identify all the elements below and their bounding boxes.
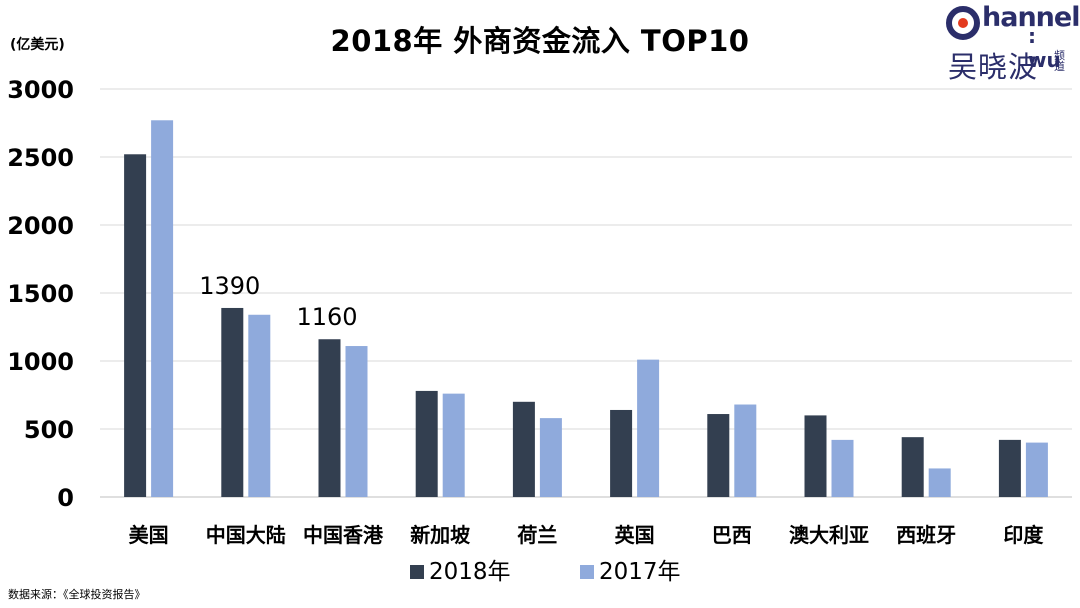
source-note: 数据来源：《全球投资报告》 bbox=[8, 588, 146, 601]
x-tick-label: 荷兰 bbox=[517, 523, 557, 547]
x-tick-label: 美国 bbox=[129, 523, 169, 547]
chart-title: 2018年 外商资金流入 TOP10 bbox=[330, 24, 750, 58]
y-tick-label: 1000 bbox=[7, 348, 74, 376]
legend-swatch bbox=[580, 565, 594, 579]
x-tick-label: 巴西 bbox=[712, 523, 752, 547]
bar bbox=[928, 468, 951, 497]
bar bbox=[415, 390, 438, 497]
logo-chinese-small: 频道 bbox=[1054, 49, 1065, 73]
legend-swatch bbox=[410, 565, 424, 579]
logo-chinese: 吴晓波 bbox=[948, 50, 1039, 84]
bar bbox=[248, 314, 271, 497]
bar bbox=[442, 393, 465, 497]
bar bbox=[124, 154, 147, 497]
legend-label: 2017年 bbox=[599, 559, 681, 585]
bar bbox=[831, 439, 854, 497]
bar bbox=[318, 339, 341, 497]
y-tick-label: 2500 bbox=[7, 144, 74, 172]
bar bbox=[512, 401, 535, 497]
unit-label: (亿美元) bbox=[10, 37, 65, 53]
bar bbox=[610, 409, 633, 497]
x-tick-label: 中国香港 bbox=[303, 523, 384, 547]
data-label: 1160 bbox=[296, 303, 357, 331]
y-tick-label: 3000 bbox=[7, 76, 74, 104]
logo-latin-bottom: : wu bbox=[1028, 24, 1061, 72]
logo-ring-icon bbox=[946, 6, 980, 40]
bar bbox=[901, 437, 924, 497]
y-tick-label: 2000 bbox=[7, 212, 74, 240]
channel-wu-logo: hannel : wu 吴晓波 频道 bbox=[942, 2, 1080, 84]
bar bbox=[151, 120, 174, 497]
x-tick-label: 澳大利亚 bbox=[789, 523, 869, 547]
bar bbox=[539, 418, 562, 497]
bar bbox=[707, 414, 730, 497]
x-tick-label: 印度 bbox=[1003, 523, 1044, 547]
bar bbox=[637, 359, 660, 497]
y-tick-label: 500 bbox=[24, 416, 74, 444]
bar bbox=[221, 307, 244, 497]
y-tick-label: 1500 bbox=[7, 280, 74, 308]
x-tick-label: 新加坡 bbox=[410, 523, 471, 547]
bar bbox=[804, 415, 827, 497]
data-label: 1390 bbox=[199, 272, 260, 300]
bar bbox=[1025, 442, 1048, 497]
legend-label: 2018年 bbox=[429, 559, 511, 585]
x-tick-label: 英国 bbox=[615, 523, 655, 547]
logo-latin-top: hannel bbox=[982, 2, 1080, 33]
y-tick-label: 0 bbox=[57, 484, 74, 512]
bar bbox=[998, 439, 1021, 497]
x-tick-label: 西班牙 bbox=[896, 523, 956, 547]
x-tick-label: 中国大陆 bbox=[206, 523, 286, 547]
bar bbox=[734, 404, 757, 497]
bar bbox=[345, 346, 368, 497]
